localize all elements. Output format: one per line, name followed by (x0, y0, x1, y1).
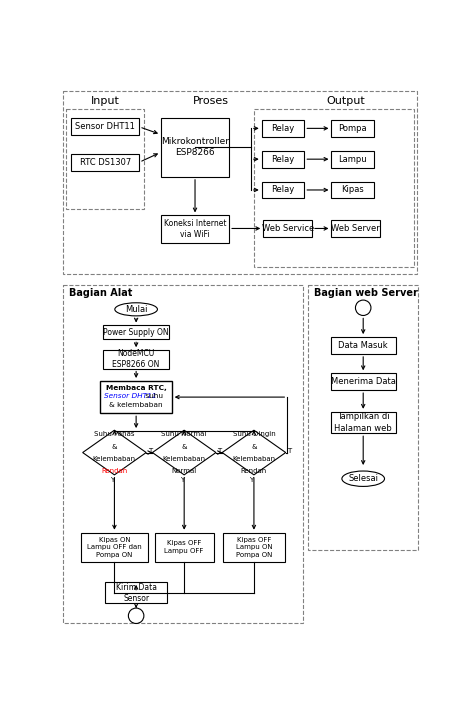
Text: Mikrokontroller
ESP8266: Mikrokontroller ESP8266 (161, 137, 229, 157)
Text: Kipas: Kipas (341, 185, 364, 194)
Text: Input: Input (91, 96, 120, 106)
Text: Y: Y (250, 477, 254, 483)
Bar (331, 337, 396, 354)
Text: Bagian Alat: Bagian Alat (69, 288, 133, 298)
Bar (62, 91, 417, 274)
Text: Pompa: Pompa (339, 124, 367, 133)
Bar (103, 325, 169, 339)
Bar (262, 151, 304, 168)
Text: Web Service: Web Service (262, 224, 314, 233)
Text: Kelembaban: Kelembaban (163, 455, 206, 462)
Bar (67, 109, 144, 209)
Text: Selesai: Selesai (348, 474, 378, 483)
Text: Lampu: Lampu (339, 155, 367, 163)
Text: Membaca RTC,: Membaca RTC, (106, 385, 166, 391)
Bar (71, 118, 139, 135)
Bar (161, 118, 229, 177)
Bar (254, 109, 414, 267)
Text: &: & (182, 444, 187, 450)
Text: Web Server: Web Server (332, 224, 380, 233)
Text: Kipas ON
Lampu OFF dan
Pompa ON: Kipas ON Lampu OFF dan Pompa ON (87, 536, 142, 558)
Ellipse shape (115, 303, 158, 316)
Text: &: & (251, 444, 257, 450)
Text: Proses: Proses (193, 96, 228, 106)
Text: Mulai: Mulai (125, 305, 147, 314)
Text: Tampilkan di
Halaman web: Tampilkan di Halaman web (334, 413, 392, 432)
Bar (155, 533, 213, 562)
Bar (332, 220, 380, 237)
Text: &: & (112, 444, 117, 450)
Bar (105, 582, 167, 603)
Polygon shape (152, 430, 216, 475)
Text: Rendah: Rendah (101, 467, 128, 474)
Polygon shape (222, 430, 286, 475)
Text: Suhu Panas: Suhu Panas (94, 432, 135, 437)
Text: Y: Y (180, 477, 184, 483)
Bar (262, 120, 304, 137)
Text: RTC DS1307: RTC DS1307 (80, 158, 131, 167)
Bar (332, 151, 374, 168)
Bar (308, 284, 418, 551)
Bar (332, 120, 374, 137)
Text: suhu: suhu (143, 394, 163, 399)
Text: NodeMCU
ESP8266 ON: NodeMCU ESP8266 ON (113, 349, 160, 370)
Text: Output: Output (326, 96, 365, 106)
Ellipse shape (342, 471, 385, 486)
Bar (71, 153, 139, 171)
Polygon shape (83, 430, 146, 475)
Text: Relay: Relay (272, 185, 295, 194)
Text: Suhu Dingin: Suhu Dingin (233, 432, 275, 437)
Text: Rendah: Rendah (241, 467, 267, 474)
Text: Sensor DHT11: Sensor DHT11 (104, 394, 156, 399)
Text: Kipas OFF
Lampu ON
Pompa ON: Kipas OFF Lampu ON Pompa ON (235, 536, 272, 558)
Text: Suhu Normal: Suhu Normal (161, 432, 207, 437)
Text: Kelembaban: Kelembaban (232, 455, 275, 462)
Text: Menerima Data: Menerima Data (331, 377, 396, 386)
Bar (332, 182, 374, 199)
Text: T: T (287, 448, 292, 454)
Text: Kipas OFF
Lampu OFF: Kipas OFF Lampu OFF (165, 541, 204, 554)
Bar (262, 182, 304, 199)
Text: Kirim Data
Sensor: Kirim Data Sensor (116, 583, 157, 603)
Bar (331, 412, 396, 433)
Bar (81, 533, 148, 562)
Text: Relay: Relay (272, 155, 295, 163)
Text: T: T (218, 448, 222, 454)
Bar (161, 215, 229, 243)
Bar (331, 373, 396, 390)
Text: Sensor DHT11: Sensor DHT11 (75, 122, 135, 132)
Text: Y: Y (110, 477, 114, 483)
Text: Koneksi Internet
via WiFi: Koneksi Internet via WiFi (164, 219, 226, 239)
Text: Power Supply ON: Power Supply ON (103, 328, 169, 337)
Text: Bagian web Server: Bagian web Server (314, 288, 417, 298)
Bar (62, 284, 303, 624)
Ellipse shape (356, 300, 371, 315)
Ellipse shape (129, 608, 144, 624)
Text: Data Masuk: Data Masuk (339, 341, 388, 350)
Bar (100, 381, 172, 413)
Text: Relay: Relay (272, 124, 295, 133)
Text: & kelembaban: & kelembaban (109, 402, 163, 408)
Text: T: T (148, 448, 152, 454)
Text: Normal: Normal (172, 467, 197, 474)
Bar (223, 533, 285, 562)
Bar (103, 350, 169, 369)
Bar (263, 220, 312, 237)
Text: Kelembaban: Kelembaban (93, 455, 136, 462)
